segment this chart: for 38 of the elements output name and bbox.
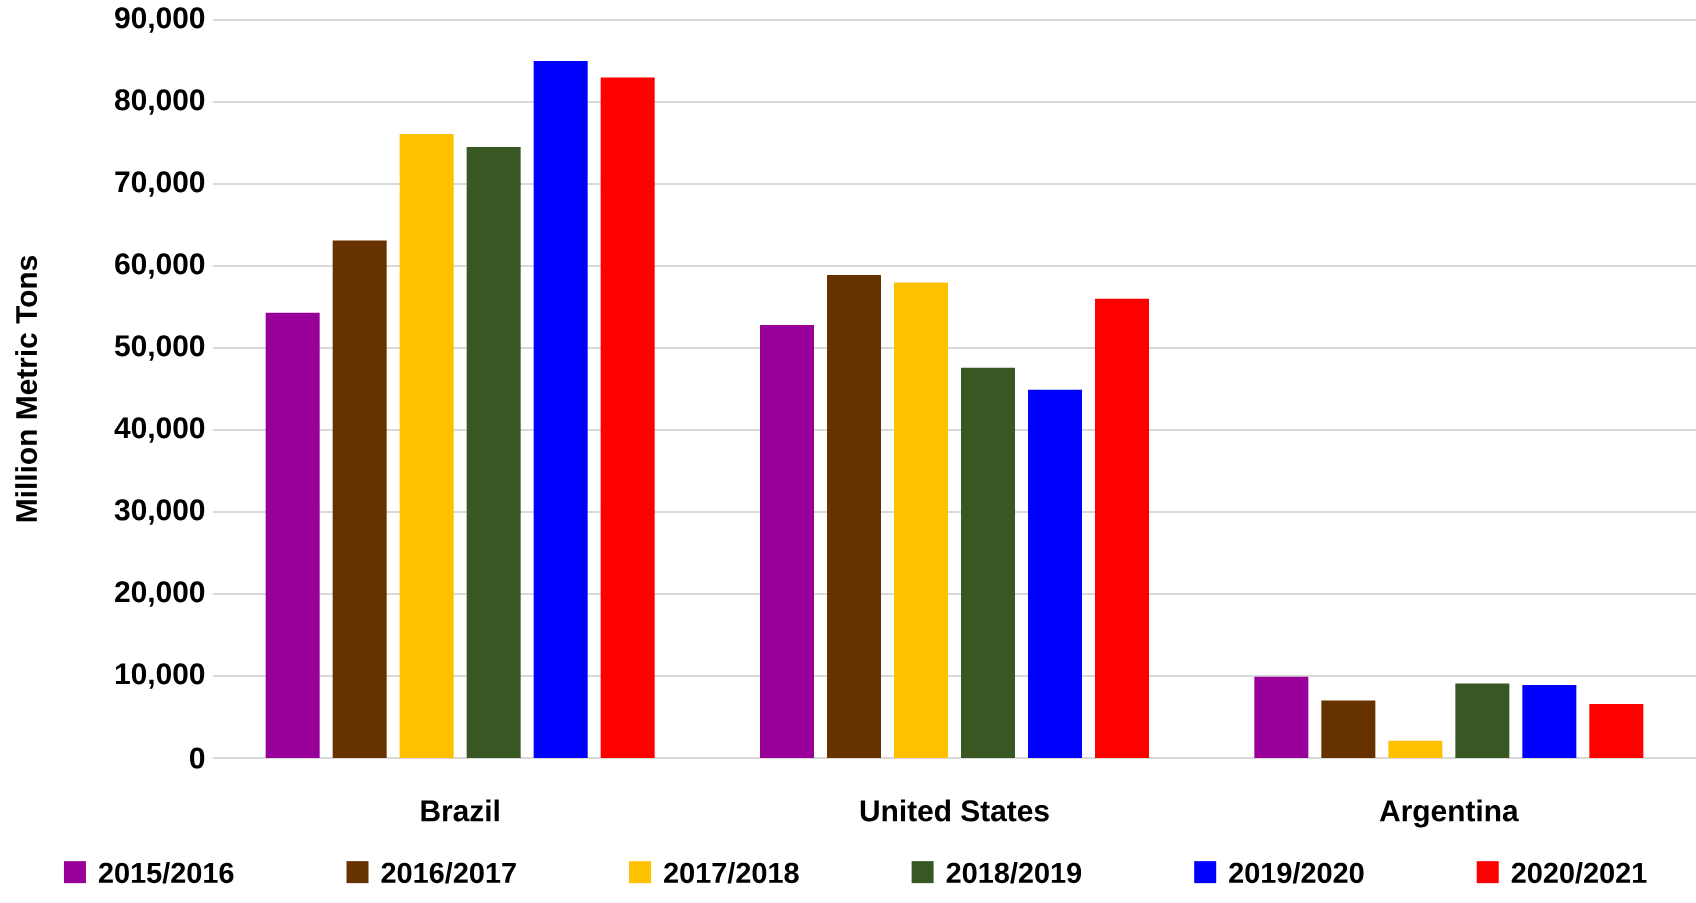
legend-label: 2017/2018 <box>664 861 799 884</box>
bar <box>600 77 655 758</box>
bar <box>961 367 1016 758</box>
bar <box>332 240 387 758</box>
x-tick-label: Brazil <box>421 799 499 822</box>
bar <box>1388 740 1443 758</box>
bar <box>466 147 521 758</box>
bar <box>1254 676 1309 758</box>
legend-label: 2016/2017 <box>381 861 516 884</box>
legend-label: 2020/2021 <box>1511 861 1647 884</box>
y-tick-label: 40,000 <box>114 417 205 443</box>
y-tick-label: 90,000 <box>115 7 205 33</box>
x-tick-label: Argentina <box>1379 799 1519 828</box>
y-tick-label: 60,000 <box>115 253 205 279</box>
bar <box>1095 298 1150 758</box>
y-tick-label: 80,000 <box>115 89 205 115</box>
y-tick-label: 50,000 <box>114 335 205 361</box>
bar <box>760 325 814 758</box>
bar <box>265 312 320 758</box>
x-tick-label: United States <box>860 799 1049 822</box>
y-tick-label: 0 <box>190 747 205 769</box>
bar <box>1522 685 1577 758</box>
y-tick-label: 30,000 <box>114 499 205 525</box>
bar <box>1028 389 1083 758</box>
y-tick-label: 20,000 <box>115 581 205 607</box>
y-axis-title: Million Metric Tons <box>15 255 38 522</box>
y-tick-label: 10,000 <box>115 663 205 689</box>
bar <box>894 282 949 758</box>
bar <box>1455 683 1510 758</box>
bar <box>1321 700 1376 758</box>
bar <box>533 60 588 758</box>
bar <box>399 133 454 758</box>
legend-label: 2019/2020 <box>1229 861 1364 884</box>
bar <box>1589 703 1644 758</box>
y-tick-label: 70,000 <box>115 171 205 197</box>
bar <box>827 275 882 758</box>
legend-label: 2018/2019 <box>946 861 1082 884</box>
legend-label: 2015/2016 <box>98 861 234 884</box>
